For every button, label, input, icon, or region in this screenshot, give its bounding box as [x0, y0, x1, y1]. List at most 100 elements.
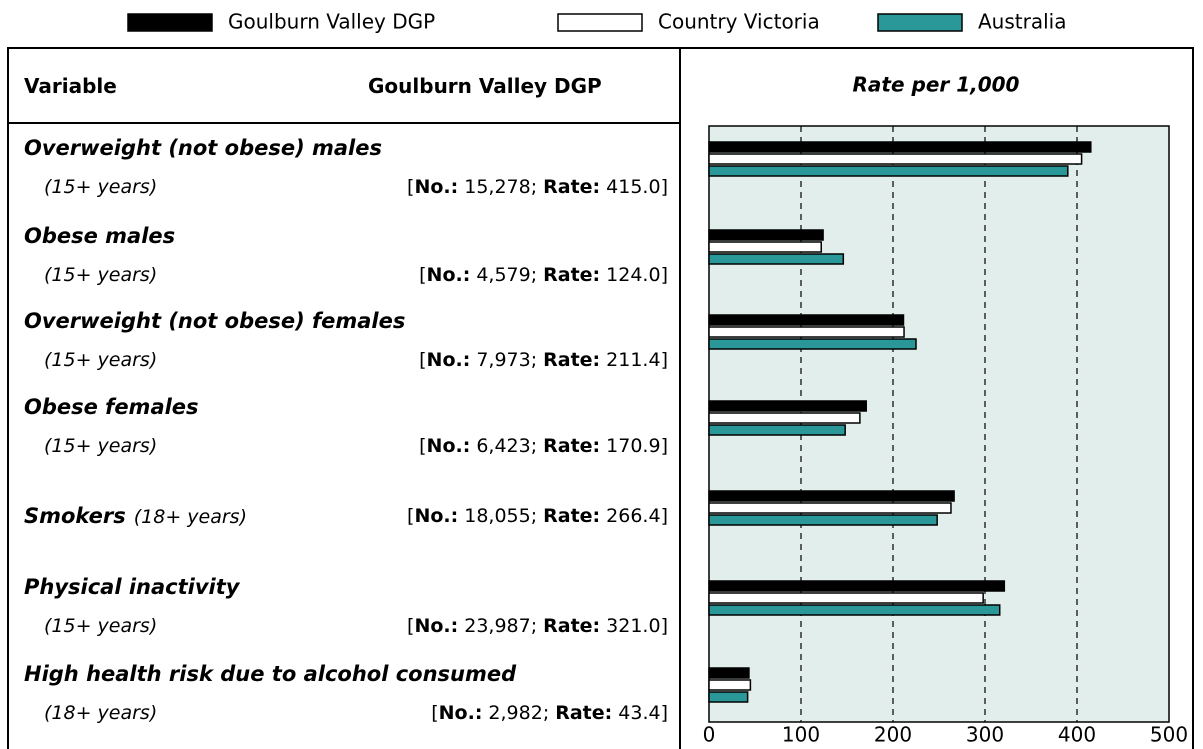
- bar: [708, 580, 1006, 592]
- bar: [708, 514, 938, 526]
- age-range: (15+ years): [44, 349, 158, 371]
- rate: 321.0: [606, 615, 661, 637]
- open-bracket: [: [407, 615, 415, 637]
- open-bracket: [: [419, 264, 427, 286]
- row-stats: [No.: 23,987; Rate: 321.0]: [407, 614, 668, 638]
- variable-name: High health risk due to alcohol consumed: [24, 662, 516, 686]
- legend-swatch: [877, 13, 963, 32]
- count: 4,579: [476, 264, 531, 286]
- bar: [708, 165, 1069, 177]
- rate: 415.0: [606, 176, 661, 198]
- variable-name: Smokers (18+ years): [24, 504, 247, 529]
- no-label: No.:: [426, 264, 471, 286]
- no-label: No.:: [414, 176, 459, 198]
- separator: ;: [542, 702, 550, 724]
- separator: ;: [530, 615, 538, 637]
- row-stats: [No.: 18,055; Rate: 266.4]: [407, 504, 668, 528]
- x-tick-label: 100: [782, 723, 820, 747]
- open-bracket: [: [407, 176, 415, 198]
- legend-label: Australia: [978, 10, 1066, 34]
- bar: [708, 667, 750, 679]
- header-variable: Variable: [24, 74, 117, 98]
- bar: [708, 338, 917, 350]
- open-bracket: [: [407, 505, 415, 527]
- legend-swatch: [557, 13, 643, 32]
- variable-text: Smokers: [24, 504, 126, 528]
- legend-label: Goulburn Valley DGP: [228, 10, 435, 34]
- bar: [708, 326, 905, 338]
- age-range: (18+ years): [44, 702, 158, 724]
- bar: [708, 691, 749, 703]
- plot-area: [708, 125, 1170, 723]
- separator: ;: [530, 264, 538, 286]
- close-bracket: ]: [660, 435, 668, 457]
- bar: [708, 412, 861, 424]
- variable-text: Obese males: [24, 224, 176, 248]
- rate-label: Rate:: [543, 435, 601, 457]
- legend-label: Country Victoria: [658, 10, 820, 34]
- open-bracket: [: [419, 435, 427, 457]
- count: 2,982: [488, 702, 543, 724]
- header-region: Goulburn Valley DGP: [368, 74, 602, 98]
- bar: [708, 592, 984, 604]
- count: 15,278: [464, 176, 531, 198]
- no-label: No.:: [426, 435, 471, 457]
- close-bracket: ]: [660, 176, 668, 198]
- count: 7,973: [476, 349, 531, 371]
- x-tick-label: 300: [966, 723, 1004, 747]
- bar: [708, 241, 822, 253]
- variable-text: Overweight (not obese) females: [24, 309, 406, 333]
- count: 23,987: [464, 615, 531, 637]
- bar: [708, 679, 752, 691]
- x-tick-label: 200: [874, 723, 912, 747]
- variable-name: Overweight (not obese) males: [24, 136, 382, 160]
- row-stats: [No.: 6,423; Rate: 170.9]: [419, 434, 668, 458]
- no-label: No.:: [414, 615, 459, 637]
- row-stats: [No.: 15,278; Rate: 415.0]: [407, 175, 668, 199]
- bar: [708, 141, 1092, 153]
- variable-name: Physical inactivity: [24, 575, 239, 599]
- no-label: No.:: [414, 505, 459, 527]
- bar: [708, 253, 845, 265]
- x-tick-label: 0: [703, 723, 716, 747]
- variable-text: Obese females: [24, 395, 199, 419]
- bar: [708, 314, 905, 326]
- row-stats: [No.: 2,982; Rate: 43.4]: [431, 701, 668, 725]
- rate-label: Rate:: [543, 349, 601, 371]
- variable-name: Obese males: [24, 224, 175, 248]
- rate: 170.9: [606, 435, 661, 457]
- separator: ;: [530, 505, 538, 527]
- separator: ;: [530, 176, 538, 198]
- count: 6,423: [476, 435, 531, 457]
- close-bracket: ]: [660, 349, 668, 371]
- variable-text: High health risk due to alcohol consumed: [24, 662, 517, 686]
- rate-label: Rate:: [543, 176, 601, 198]
- variable-text: Physical inactivity: [24, 575, 240, 599]
- rate-label: Rate:: [555, 702, 613, 724]
- age-range: (18+ years): [133, 506, 247, 528]
- no-label: No.:: [438, 702, 483, 724]
- close-bracket: ]: [660, 702, 668, 724]
- frame: [7, 47, 1194, 749]
- bar: [708, 229, 824, 241]
- count: 18,055: [464, 505, 531, 527]
- bar: [708, 490, 955, 502]
- close-bracket: ]: [660, 505, 668, 527]
- variable-name: Obese females: [24, 395, 199, 419]
- bar: [708, 400, 867, 412]
- age-range: (15+ years): [44, 435, 158, 457]
- open-bracket: [: [431, 702, 439, 724]
- open-bracket: [: [419, 349, 427, 371]
- x-tick-label: 400: [1058, 723, 1096, 747]
- bar: [708, 604, 1001, 616]
- bar: [708, 502, 952, 514]
- bar: [708, 153, 1083, 165]
- rate: 211.4: [606, 349, 661, 371]
- row-stats: [No.: 7,973; Rate: 211.4]: [419, 348, 668, 372]
- chart-title: Rate per 1,000: [853, 73, 1020, 97]
- rate: 266.4: [606, 505, 661, 527]
- no-label: No.:: [426, 349, 471, 371]
- legend-swatch: [127, 13, 213, 32]
